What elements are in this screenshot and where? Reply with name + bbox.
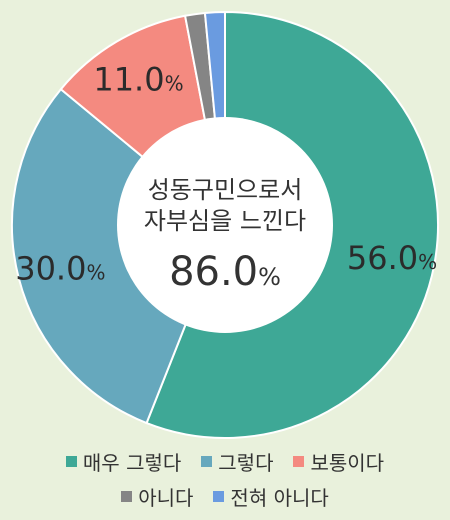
legend-item: 전혀 아니다: [213, 482, 329, 511]
center-hole: [117, 117, 333, 333]
legend-label: 매우 그렇다: [82, 451, 182, 475]
center-value-number: 86.0: [169, 249, 258, 295]
legend-item: 아니다: [121, 482, 193, 511]
legend-item: 그렇다: [201, 447, 273, 476]
legend-item: 보통이다: [293, 447, 384, 476]
legend-label: 보통이다: [310, 451, 385, 475]
legend-swatch: [293, 456, 305, 467]
legend-item: 매우 그렇다: [65, 447, 182, 476]
slice-value-label: 30.0%: [15, 249, 105, 287]
legend-label: 아니다: [138, 486, 194, 510]
legend-swatch: [201, 456, 213, 467]
center-line-2: 자부심을 느낀다: [144, 207, 306, 235]
pie-slice: [11, 87, 227, 425]
slice-value-label: 56.0%: [347, 239, 437, 277]
center-line-1: 성동구민으로서: [148, 176, 303, 204]
legend-swatch: [65, 456, 77, 467]
legend-label: 전혀 아니다: [230, 486, 329, 510]
slice-value-label: 11.0%: [93, 61, 183, 99]
legend-label: 그렇다: [218, 451, 274, 475]
legend-row-2: 아니다 전혀 아니다: [0, 482, 450, 511]
center-value: 86.0%: [169, 249, 281, 295]
center-value-unit: %: [258, 263, 281, 291]
legend-swatch: [213, 491, 225, 502]
legend-row-1: 매우 그렇다 그렇다 보통이다: [0, 447, 450, 476]
legend-swatch: [121, 491, 133, 502]
